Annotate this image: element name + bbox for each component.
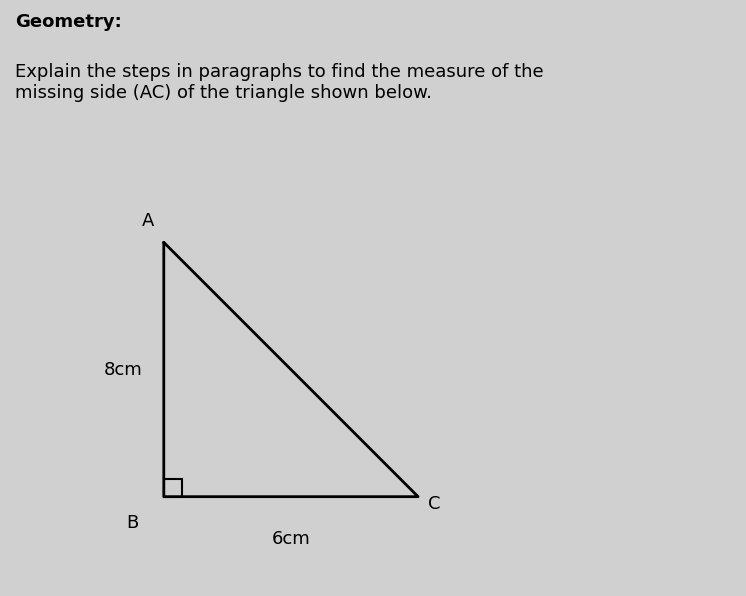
Text: C: C xyxy=(428,495,441,513)
Text: 8cm: 8cm xyxy=(104,361,142,378)
Text: Explain the steps in paragraphs to find the measure of the
missing side (AC) of : Explain the steps in paragraphs to find … xyxy=(15,63,544,103)
Text: Geometry:: Geometry: xyxy=(15,13,122,32)
Text: A: A xyxy=(142,212,154,229)
Text: 6cm: 6cm xyxy=(272,530,310,548)
Text: B: B xyxy=(126,514,138,532)
